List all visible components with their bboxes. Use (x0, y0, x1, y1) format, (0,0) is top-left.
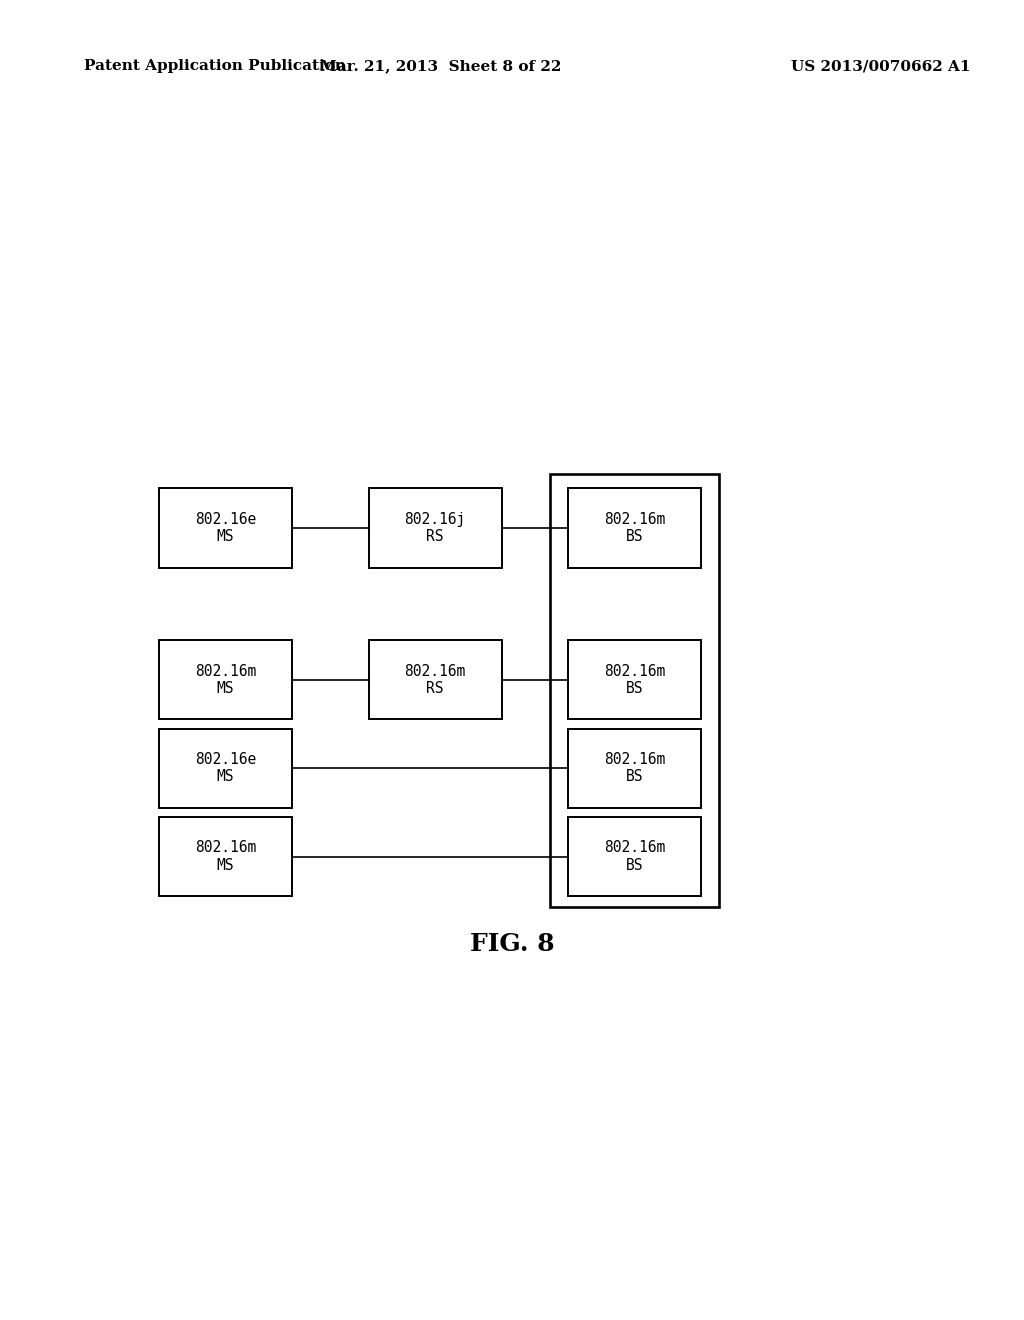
Text: Patent Application Publication: Patent Application Publication (84, 59, 346, 74)
Text: 802.16e
MS: 802.16e MS (195, 512, 256, 544)
Text: 802.16j
RS: 802.16j RS (404, 512, 466, 544)
Text: 802.16m
BS: 802.16m BS (604, 841, 666, 873)
Text: US 2013/0070662 A1: US 2013/0070662 A1 (791, 59, 971, 74)
Text: Mar. 21, 2013  Sheet 8 of 22: Mar. 21, 2013 Sheet 8 of 22 (319, 59, 561, 74)
Bar (369, 640, 502, 719)
Text: 802.16m
RS: 802.16m RS (404, 664, 466, 696)
Text: 802.16m
MS: 802.16m MS (195, 841, 256, 873)
Bar (550, 474, 719, 907)
Text: 802.16m
BS: 802.16m BS (604, 752, 666, 784)
Bar (568, 640, 701, 719)
Text: FIG. 8: FIG. 8 (470, 932, 554, 956)
Text: 802.16m
BS: 802.16m BS (604, 664, 666, 696)
Bar (159, 488, 292, 568)
Bar (568, 729, 701, 808)
Bar (568, 488, 701, 568)
Bar (159, 729, 292, 808)
Bar (159, 817, 292, 896)
Text: 802.16m
BS: 802.16m BS (604, 512, 666, 544)
Bar (159, 640, 292, 719)
Text: 802.16e
MS: 802.16e MS (195, 752, 256, 784)
Bar (369, 488, 502, 568)
Text: 802.16m
MS: 802.16m MS (195, 664, 256, 696)
Bar (568, 817, 701, 896)
